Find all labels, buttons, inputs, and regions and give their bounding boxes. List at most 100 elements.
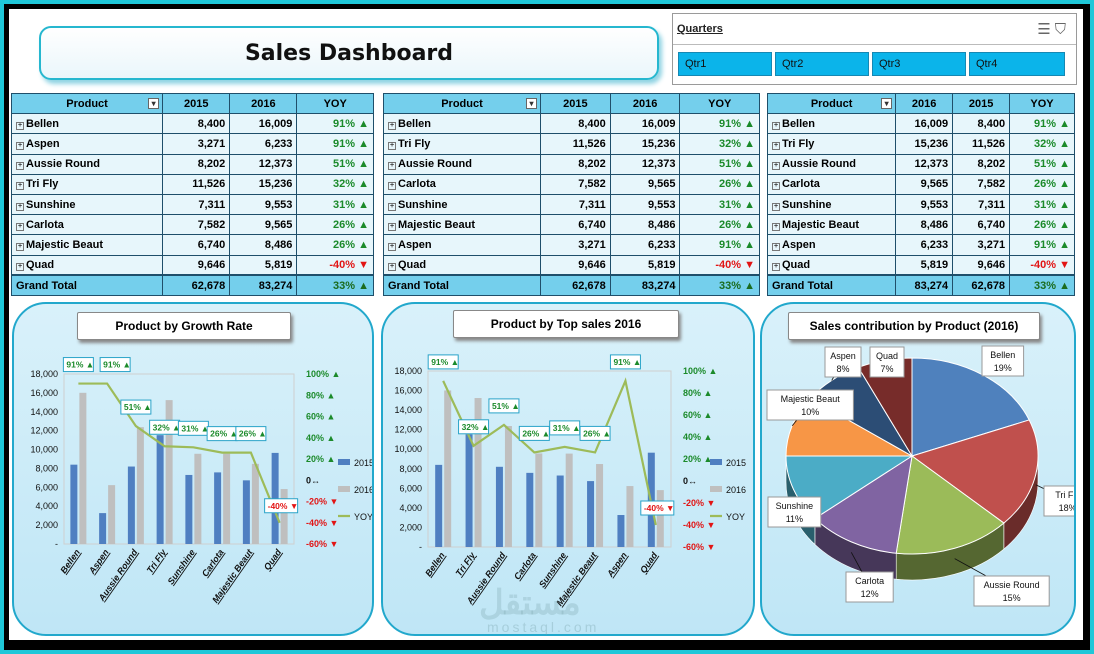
expand-icon[interactable]: + — [772, 141, 780, 150]
value-cell: 83,274 — [229, 274, 298, 296]
expand-icon[interactable]: + — [16, 242, 24, 251]
yoy-data-label-box — [488, 398, 520, 414]
expand-icon[interactable]: + — [388, 262, 396, 271]
y2-tick-value: 40% — [683, 432, 701, 442]
bar-2015 — [99, 513, 107, 544]
value-cell: 6,740 — [162, 234, 231, 256]
yoy-data-label: 91% ▲ — [613, 357, 641, 367]
y-tick-label: 14,000 — [394, 405, 422, 415]
clear-filter-icon[interactable]: ⛉ — [1054, 21, 1070, 38]
yoy-data-label: 31% ▲ — [181, 423, 209, 433]
filter-dropdown-icon[interactable]: ▾ — [526, 98, 537, 109]
expand-icon[interactable]: + — [16, 202, 24, 211]
expand-icon[interactable]: + — [16, 121, 24, 130]
x-category-label: Tri Fly — [454, 550, 478, 579]
x-category-label: Tri Fly — [145, 547, 169, 576]
pivot-table-3: Product ▾ 2016 2015 YOY + Bellen 16,009 8,400 91%… — [766, 92, 1075, 296]
filter-dropdown-icon[interactable]: ▾ — [148, 98, 160, 109]
bar-2015 — [70, 464, 78, 544]
expand-icon[interactable]: + — [772, 242, 780, 251]
expand-icon[interactable]: + — [388, 121, 396, 130]
up-arrow-icon: ▲ — [329, 369, 340, 379]
slicer-item-qtr1[interactable]: Qtr1 — [678, 52, 772, 76]
legend-label-yoy: YOY — [354, 512, 373, 522]
expand-icon[interactable]: + — [388, 222, 396, 231]
filter-dropdown-icon[interactable]: ▾ — [881, 98, 893, 109]
yoy-label-value: 26% — [583, 428, 600, 438]
legend-label-2016: 2016 — [726, 485, 746, 495]
yoy-label-value: 26% — [522, 428, 539, 438]
slicer-item-qtr3[interactable]: Qtr3 — [872, 52, 966, 76]
yoy-cell: 33% ▲ — [679, 274, 760, 296]
yoy-data-label: 32% ▲ — [462, 422, 490, 432]
yoy-data-label: 91% ▲ — [66, 360, 94, 370]
pie-label-box — [973, 575, 1050, 607]
top-sales-chart-panel: Product by Top sales 2016 2,000 4,000 6,00… — [381, 302, 755, 636]
yoy-data-label-box — [579, 425, 611, 441]
pie-label-box — [845, 571, 894, 603]
product-cell: + Sunshine — [10, 193, 164, 216]
expand-icon[interactable]: + — [772, 162, 780, 171]
expand-icon[interactable]: + — [772, 262, 780, 271]
expand-icon[interactable]: + — [772, 121, 780, 130]
y2-tick-value: -20% — [306, 497, 327, 507]
yoy-cell: 91% ▲ — [296, 113, 374, 135]
y-tick-label: 8,000 — [35, 463, 58, 473]
watermark-url: mostaql.com — [487, 619, 600, 635]
multi-select-icon[interactable]: ☰ — [1037, 21, 1055, 38]
expand-icon[interactable]: + — [16, 162, 24, 171]
yoy-data-label: 26% ▲ — [210, 429, 238, 439]
yoy-value: 33% — [719, 279, 742, 292]
yoy-data-label: 32% ▲ — [153, 422, 181, 432]
value-cell: 15,236 — [895, 133, 954, 155]
bar-2016 — [656, 490, 664, 547]
value-cell: 8,400 — [540, 113, 611, 135]
yoy-line — [78, 382, 281, 524]
pie-category-label: Aussie Round — [984, 580, 1040, 590]
expand-icon[interactable]: + — [772, 222, 780, 231]
value-cell: 6,740 — [540, 214, 611, 236]
pie-percent-label: 18% — [1059, 503, 1076, 513]
expand-icon[interactable]: + — [388, 202, 396, 211]
yoy-value: 91% — [1034, 238, 1057, 251]
yoy-cell: 91% ▲ — [296, 133, 374, 155]
expand-icon[interactable]: + — [388, 162, 396, 171]
value-cell: 12,373 — [609, 153, 681, 175]
quarters-slicer: Quarters ☰⛉ Qtr1 Qtr2 Qtr3 Qtr4 — [672, 13, 1077, 85]
slicer-item-qtr4[interactable]: Qtr4 — [969, 52, 1065, 76]
product-cell: + Quad — [10, 254, 164, 276]
yoy-cell: -40% ▼ — [679, 254, 760, 276]
product-cell: + Aussie Round — [383, 153, 541, 175]
yoy-value: 91% — [719, 238, 742, 251]
yoy-label-value: 91% — [103, 360, 120, 370]
y2-tick-label: 100% ▲ — [683, 366, 717, 376]
bar-2015 — [587, 481, 595, 547]
slicer-item-qtr2[interactable]: Qtr2 — [775, 52, 869, 76]
expand-icon[interactable]: + — [772, 182, 780, 191]
expand-icon[interactable]: + — [16, 141, 24, 150]
expand-icon[interactable]: + — [388, 242, 396, 251]
pivot-table-1: Product ▾ 2015 2016 YOY + Bellen 8,400 16,009 91%… — [10, 92, 374, 296]
value-cell: 83,274 — [609, 274, 681, 296]
y2-tick-value: 80% — [683, 388, 701, 398]
table-header-row: Product ▾ 2016 2015 YOY — [766, 92, 1075, 115]
expand-icon[interactable]: + — [16, 262, 24, 271]
x-category-label: Quad — [262, 547, 284, 572]
product-cell: + Majestic Beaut — [383, 214, 541, 236]
slicer-title: Quarters — [677, 23, 723, 35]
product-cell: + Tri Fly — [383, 133, 541, 155]
yoy-cell: -40% ▼ — [296, 254, 374, 276]
down-arrow-icon: ▼ — [1056, 258, 1070, 271]
yoy-data-label: 26% ▲ — [522, 428, 550, 438]
value-cell: 6,233 — [229, 133, 298, 155]
up-arrow-icon: ▲ — [570, 423, 581, 433]
yoy-data-label: 26% ▲ — [583, 428, 611, 438]
expand-icon[interactable]: + — [388, 141, 396, 150]
expand-icon[interactable]: + — [16, 222, 24, 231]
yoy-label-value: 91% — [613, 357, 630, 367]
expand-icon[interactable]: + — [16, 182, 24, 191]
up-arrow-icon: ▲ — [120, 360, 131, 370]
expand-icon[interactable]: + — [772, 202, 780, 211]
up-arrow-icon: ▲ — [324, 454, 335, 464]
expand-icon[interactable]: + — [388, 182, 396, 191]
